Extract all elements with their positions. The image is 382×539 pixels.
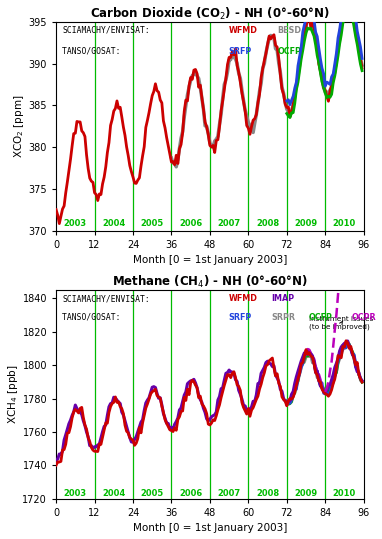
Text: Instrument issues
(to be improved): Instrument issues (to be improved) xyxy=(309,316,374,330)
Y-axis label: XCH$_4$ [ppb]: XCH$_4$ [ppb] xyxy=(6,364,19,424)
X-axis label: Month [0 = 1st January 2003]: Month [0 = 1st January 2003] xyxy=(133,523,287,534)
Text: 2007: 2007 xyxy=(217,219,241,228)
Y-axis label: XCO$_2$ [ppm]: XCO$_2$ [ppm] xyxy=(12,94,26,158)
Text: 2010: 2010 xyxy=(333,488,356,497)
Text: 2005: 2005 xyxy=(141,219,164,228)
Text: 2003: 2003 xyxy=(64,488,87,497)
Text: 2010: 2010 xyxy=(333,219,356,228)
Text: IMAP: IMAP xyxy=(271,294,295,303)
Text: 2006: 2006 xyxy=(179,488,202,497)
Text: BESD: BESD xyxy=(278,26,301,35)
Text: 2009: 2009 xyxy=(295,488,317,497)
Text: 2009: 2009 xyxy=(295,219,317,228)
Text: SCIAMACHY/ENVISAT:: SCIAMACHY/ENVISAT: xyxy=(62,294,150,303)
Text: OCFP: OCFP xyxy=(308,313,332,322)
Text: SRFP: SRFP xyxy=(228,47,252,56)
Text: 2008: 2008 xyxy=(256,219,279,228)
Text: 2008: 2008 xyxy=(256,488,279,497)
Text: 2005: 2005 xyxy=(141,488,164,497)
X-axis label: Month [0 = 1st January 2003]: Month [0 = 1st January 2003] xyxy=(133,255,287,265)
Title: Methane (CH$_4$) - NH (0°-60°N): Methane (CH$_4$) - NH (0°-60°N) xyxy=(112,274,308,290)
Text: 2004: 2004 xyxy=(102,219,125,228)
Text: OCPR: OCPR xyxy=(351,313,376,322)
Text: 2004: 2004 xyxy=(102,488,125,497)
Text: TANSO/GOSAT:: TANSO/GOSAT: xyxy=(62,313,150,322)
Text: TANSO/GOSAT:: TANSO/GOSAT: xyxy=(62,47,150,56)
Text: SCIAMACHY/ENVISAT:: SCIAMACHY/ENVISAT: xyxy=(62,26,150,35)
Title: Carbon Dioxide (CO$_2$) - NH (0°-60°N): Carbon Dioxide (CO$_2$) - NH (0°-60°N) xyxy=(90,5,330,22)
Text: SRPR: SRPR xyxy=(271,313,295,322)
Text: 2006: 2006 xyxy=(179,219,202,228)
Text: 2007: 2007 xyxy=(217,488,241,497)
Text: SRFP: SRFP xyxy=(228,313,252,322)
Text: WFMD: WFMD xyxy=(228,26,257,35)
Text: OCFP: OCFP xyxy=(278,47,301,56)
Text: WFMD: WFMD xyxy=(228,294,257,303)
Text: 2003: 2003 xyxy=(64,219,87,228)
